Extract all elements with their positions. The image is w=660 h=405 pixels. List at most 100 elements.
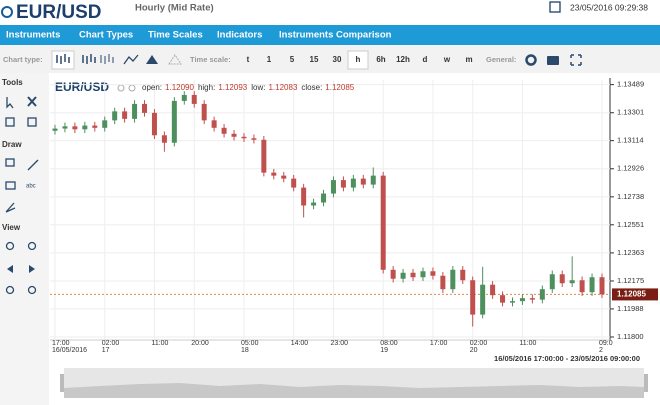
x-date-label: 19	[380, 347, 388, 354]
candle-body	[589, 277, 595, 293]
navigator-handle[interactable]	[644, 374, 648, 392]
zoom-icon[interactable]	[5, 285, 15, 295]
candle-body	[420, 271, 426, 278]
candle-body	[102, 120, 108, 128]
clock-icon	[549, 1, 561, 13]
camera-icon[interactable]	[547, 56, 559, 65]
tool-icon[interactable]	[27, 96, 37, 107]
zoom-icon[interactable]	[27, 285, 37, 295]
time-scale-button[interactable]: 5	[290, 55, 295, 64]
menu-item[interactable]: Chart Types	[79, 30, 133, 41]
menu-item[interactable]: Time Scales	[148, 30, 203, 41]
current-price-label: 1.12085	[617, 290, 646, 299]
candle-body	[450, 269, 456, 290]
candle-body	[211, 120, 217, 128]
menu-item[interactable]: Indicators	[217, 30, 262, 41]
toolbar-label: General:	[486, 55, 516, 64]
candle-body	[579, 280, 585, 293]
draw-icon[interactable]	[27, 159, 39, 171]
ohlc-label: high:	[198, 83, 215, 92]
candle-body	[271, 172, 277, 176]
candle-body	[221, 127, 227, 134]
time-scale-button[interactable]: 1	[267, 55, 272, 64]
chart-type-icon[interactable]	[82, 54, 96, 64]
y-tick-label: 1.11800	[617, 332, 644, 341]
candle-body	[291, 178, 297, 188]
tool-icon[interactable]	[6, 97, 14, 109]
candle-body	[370, 175, 376, 185]
candle-body	[161, 135, 167, 143]
time-scale-button[interactable]: 15	[310, 55, 319, 64]
candle-body	[330, 180, 336, 194]
chart-type-icon	[56, 54, 70, 64]
draw-text-tool[interactable]: abc	[26, 184, 36, 190]
candle-body	[519, 298, 525, 302]
candle-body	[390, 269, 396, 279]
candle-body	[181, 94, 187, 101]
ohlc-value: 1.12093	[218, 83, 247, 92]
candle-body	[72, 126, 78, 130]
menu-item[interactable]: Instruments	[6, 30, 60, 41]
candle-body	[191, 94, 197, 104]
zoom-icon[interactable]	[27, 241, 37, 251]
x-tick-label: 08:00	[380, 340, 398, 347]
chart-type-icon[interactable]	[168, 54, 182, 65]
fullscreen-icon[interactable]	[570, 54, 582, 66]
menu-item[interactable]: Instruments Comparison	[279, 30, 392, 41]
candle-body	[470, 280, 476, 315]
x-date-label: 20	[470, 347, 478, 354]
pan-icon[interactable]	[7, 265, 35, 273]
draw-icon[interactable]	[5, 181, 16, 190]
candle-body	[142, 103, 148, 113]
ohlc-value: 1.12083	[268, 83, 297, 92]
chart-type-icon[interactable]	[100, 54, 114, 64]
candle-body	[500, 295, 506, 303]
draw-icon[interactable]	[5, 158, 15, 167]
chart-title: EUR/USD	[55, 80, 109, 94]
y-tick-label: 1.12175	[617, 276, 644, 285]
chart-type-icon[interactable]	[123, 54, 139, 65]
navigator-handle[interactable]	[60, 374, 64, 392]
draw-icon[interactable]	[5, 202, 16, 213]
settings-icon[interactable]	[525, 54, 537, 66]
candle-body	[311, 202, 317, 206]
x-tick-label: 02:00	[102, 340, 120, 347]
time-scale-button[interactable]: 30	[333, 55, 342, 64]
x-tick-label: 11:00	[519, 340, 536, 347]
candle-body	[569, 280, 575, 284]
time-scale-button[interactable]: 12h	[396, 55, 410, 64]
time-scale-button[interactable]: 6h	[376, 55, 385, 64]
x-tick-label: 05:00	[241, 340, 259, 347]
tool-icon[interactable]	[27, 117, 37, 127]
y-tick-label: 1.13301	[617, 108, 644, 117]
y-tick-label: 1.12363	[617, 248, 644, 257]
candle-body	[92, 125, 98, 128]
time-scale-button[interactable]: w	[443, 55, 451, 64]
x-tick-label: 23:00	[330, 340, 348, 347]
zoom-icon[interactable]	[5, 241, 15, 251]
chart-type-icon[interactable]	[146, 55, 158, 64]
y-tick-label: 1.13114	[617, 136, 644, 145]
candle-body	[400, 272, 406, 279]
candle-body	[380, 175, 386, 270]
ohlc-label: low:	[251, 83, 265, 92]
candle-body	[62, 126, 68, 129]
time-scale-button[interactable]: m	[465, 55, 472, 64]
candle-body	[82, 125, 88, 130]
candle-body	[132, 103, 138, 119]
candle-body	[151, 112, 157, 136]
toolbar-label: Time scale:	[190, 55, 231, 64]
candle-body	[460, 269, 466, 281]
x-date-label: 17	[102, 347, 110, 354]
tool-icon[interactable]	[5, 117, 15, 127]
candle-body	[350, 178, 356, 188]
time-scale-button[interactable]: h	[356, 55, 361, 64]
candle-body	[122, 111, 128, 119]
time-scale-button[interactable]: d	[423, 55, 428, 64]
ohlc-value: 1.12090	[165, 83, 194, 92]
x-date-label: 18	[241, 347, 249, 354]
time-scale-button[interactable]: t	[247, 55, 250, 64]
chart-type-button[interactable]	[51, 50, 75, 70]
candle-body	[549, 274, 555, 290]
candle-body	[559, 274, 565, 284]
